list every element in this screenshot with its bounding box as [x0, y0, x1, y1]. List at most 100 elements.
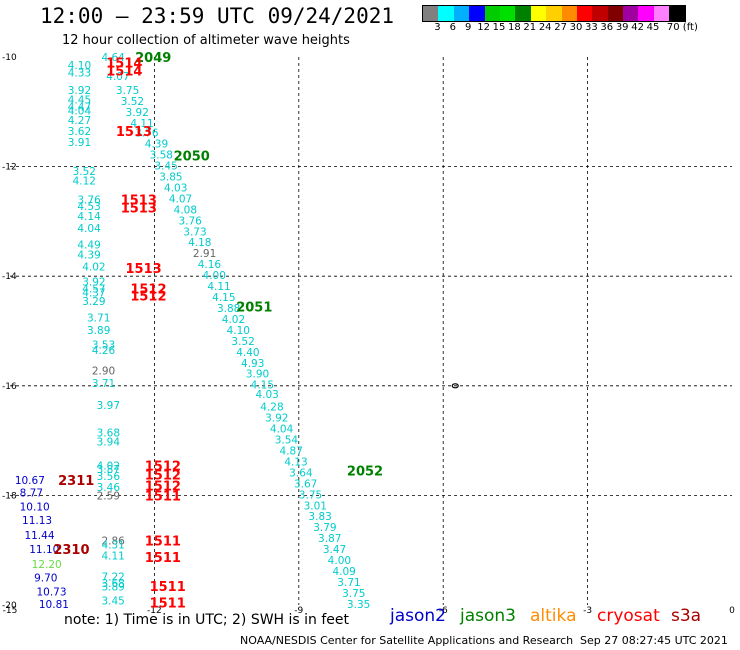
y-tick-label: -12 [2, 163, 17, 173]
wave-height-value: 3.92 [68, 85, 91, 97]
timestamp: Sep 27 08:27:45 UTC 2021 [580, 634, 728, 647]
wave-height-value: 2.86 [101, 535, 125, 547]
wave-height-value: 4.10 [227, 325, 250, 337]
wave-height-value: 3.79 [313, 522, 336, 534]
wave-height-value: 4.87 [280, 445, 303, 457]
x-tick-label: -15 [3, 606, 18, 616]
wave-height-value: 4.02 [97, 460, 120, 472]
wave-height-value: 3.88 [217, 303, 240, 315]
colorbar-label: 3 [434, 22, 441, 33]
wave-height-value: 3.71 [337, 577, 360, 589]
pass-number-label: 1511 [145, 551, 181, 566]
wave-height-value: 2.59 [97, 490, 120, 502]
colorbar-swatch [453, 6, 470, 21]
wave-height-value: 3.75 [116, 85, 139, 97]
colorbar-swatch [669, 6, 685, 21]
wave-height-value: 3.52 [73, 166, 96, 178]
wave-height-value: 3.90 [246, 369, 269, 381]
colorbar-swatch [515, 6, 531, 21]
colorbar-label: 15 [492, 22, 506, 33]
wave-height-value: 3.62 [68, 126, 91, 138]
wave-height-value: 12.20 [32, 559, 62, 571]
y-tick-label: -14 [2, 272, 17, 282]
wave-height-value: 3.87 [97, 464, 120, 476]
colorbar-label: 27 [554, 22, 567, 33]
wave-height-value: 3.91 [68, 137, 91, 149]
pass-number-label: 2050 [174, 150, 210, 165]
wave-height-value: 4.57 [82, 283, 105, 295]
wave-height-value: 3.71 [92, 378, 115, 390]
wave-height-value: 4.39 [77, 249, 100, 261]
colorbar-label: 45 [646, 22, 660, 33]
wave-height-value: 3.58 [150, 150, 173, 162]
wave-height-value: 2.90 [92, 365, 115, 377]
pass-number-label: 1512 [145, 469, 181, 484]
wave-height-value: 11.10 [29, 544, 59, 556]
wave-height-value: 4.64 [101, 52, 125, 64]
wave-height-value: 3.92 [126, 107, 149, 119]
wave-height-value: 3.47 [323, 544, 346, 556]
wave-height-value: 3.76 [178, 215, 202, 227]
x-tick-label: -9 [294, 606, 303, 616]
colorbar-swatch [561, 6, 577, 21]
wave-height-value: 4.47 [68, 101, 91, 113]
wave-height-value: 4.15 [251, 380, 274, 392]
wave-height-value: 3.45 [154, 161, 177, 173]
x-tick-label: 0 [729, 606, 735, 616]
pass-number-label: 1511 [145, 489, 181, 504]
wave-height-value: 3.67 [294, 478, 317, 490]
wave-height-value: 3.75 [342, 588, 365, 600]
wave-height-value: 4.45 [68, 95, 91, 107]
wave-height-value: 3.35 [347, 599, 370, 611]
colorbar-swatch [530, 6, 547, 21]
wave-height-value: 4.15 [212, 292, 235, 304]
wave-height-value: 3.68 [101, 578, 124, 590]
wave-height-value: 3.73 [183, 226, 206, 238]
pass-number-label: 1512 [145, 459, 181, 474]
wave-height-value: 3.53 [92, 340, 115, 352]
colorbar-swatch [592, 6, 608, 21]
wave-height-value: 3.97 [97, 400, 120, 412]
wave-height-value: 4.10 [68, 60, 91, 72]
pass-number-label: 1512 [130, 282, 166, 297]
colorbar-swatch [576, 6, 593, 21]
wave-height-value: 10.81 [39, 599, 69, 611]
colorbar-label: 9 [465, 22, 472, 33]
y-tick-label: -16 [2, 382, 17, 392]
wave-height-value: 4.07 [169, 193, 192, 205]
wave-height-value: 4.26 [92, 345, 116, 357]
colorbar-swatch [638, 6, 654, 21]
colorbar-label: 39 [615, 22, 629, 33]
wave-height-value: 4.08 [174, 204, 197, 216]
wave-height-value: 7.22 [101, 572, 124, 584]
colorbar-label: 42 [631, 22, 644, 33]
colorbar-swatch [469, 6, 485, 21]
colorbar-swatch [423, 6, 439, 21]
wave-height-value: 3.87 [318, 533, 341, 545]
colorbar-swatch [546, 6, 562, 21]
wave-height-value: 4.31 [101, 540, 124, 552]
pass-number-label: 2310 [53, 543, 89, 558]
wave-height-value: 4.93 [241, 358, 264, 370]
wave-height-value: 4.16 [198, 259, 222, 271]
wave-height-value: 8.77 [20, 488, 43, 500]
page-title: 12:00 – 23:59 UTC 09/24/2021 [40, 4, 395, 28]
colorbar-label: 18 [508, 22, 521, 33]
wave-height-value: 3.85 [159, 171, 182, 183]
page-subtitle: 12 hour collection of altimeter wave hei… [62, 33, 350, 48]
wave-height-value: 3.92 [265, 413, 288, 425]
legend-jason2: jason2 [390, 606, 446, 626]
wave-height-value: 3.71 [87, 312, 110, 324]
wave-height-value: 4.11 [207, 281, 230, 293]
colorbar-swatch [607, 6, 624, 21]
wave-height-value: 3.01 [304, 500, 327, 512]
wave-height-value: 3.76 [77, 194, 101, 206]
wave-height-value: 4.03 [255, 389, 278, 401]
pass-number-label: 1511 [150, 596, 186, 611]
wave-height-value: 4.53 [77, 201, 100, 213]
wave-height-value: 3.89 [101, 581, 124, 593]
colorbar-swatch [653, 6, 670, 21]
wave-height-value: 4.04 [68, 106, 92, 118]
colorbar-label: 33 [585, 22, 598, 33]
colorbar-label: 24 [538, 22, 552, 33]
